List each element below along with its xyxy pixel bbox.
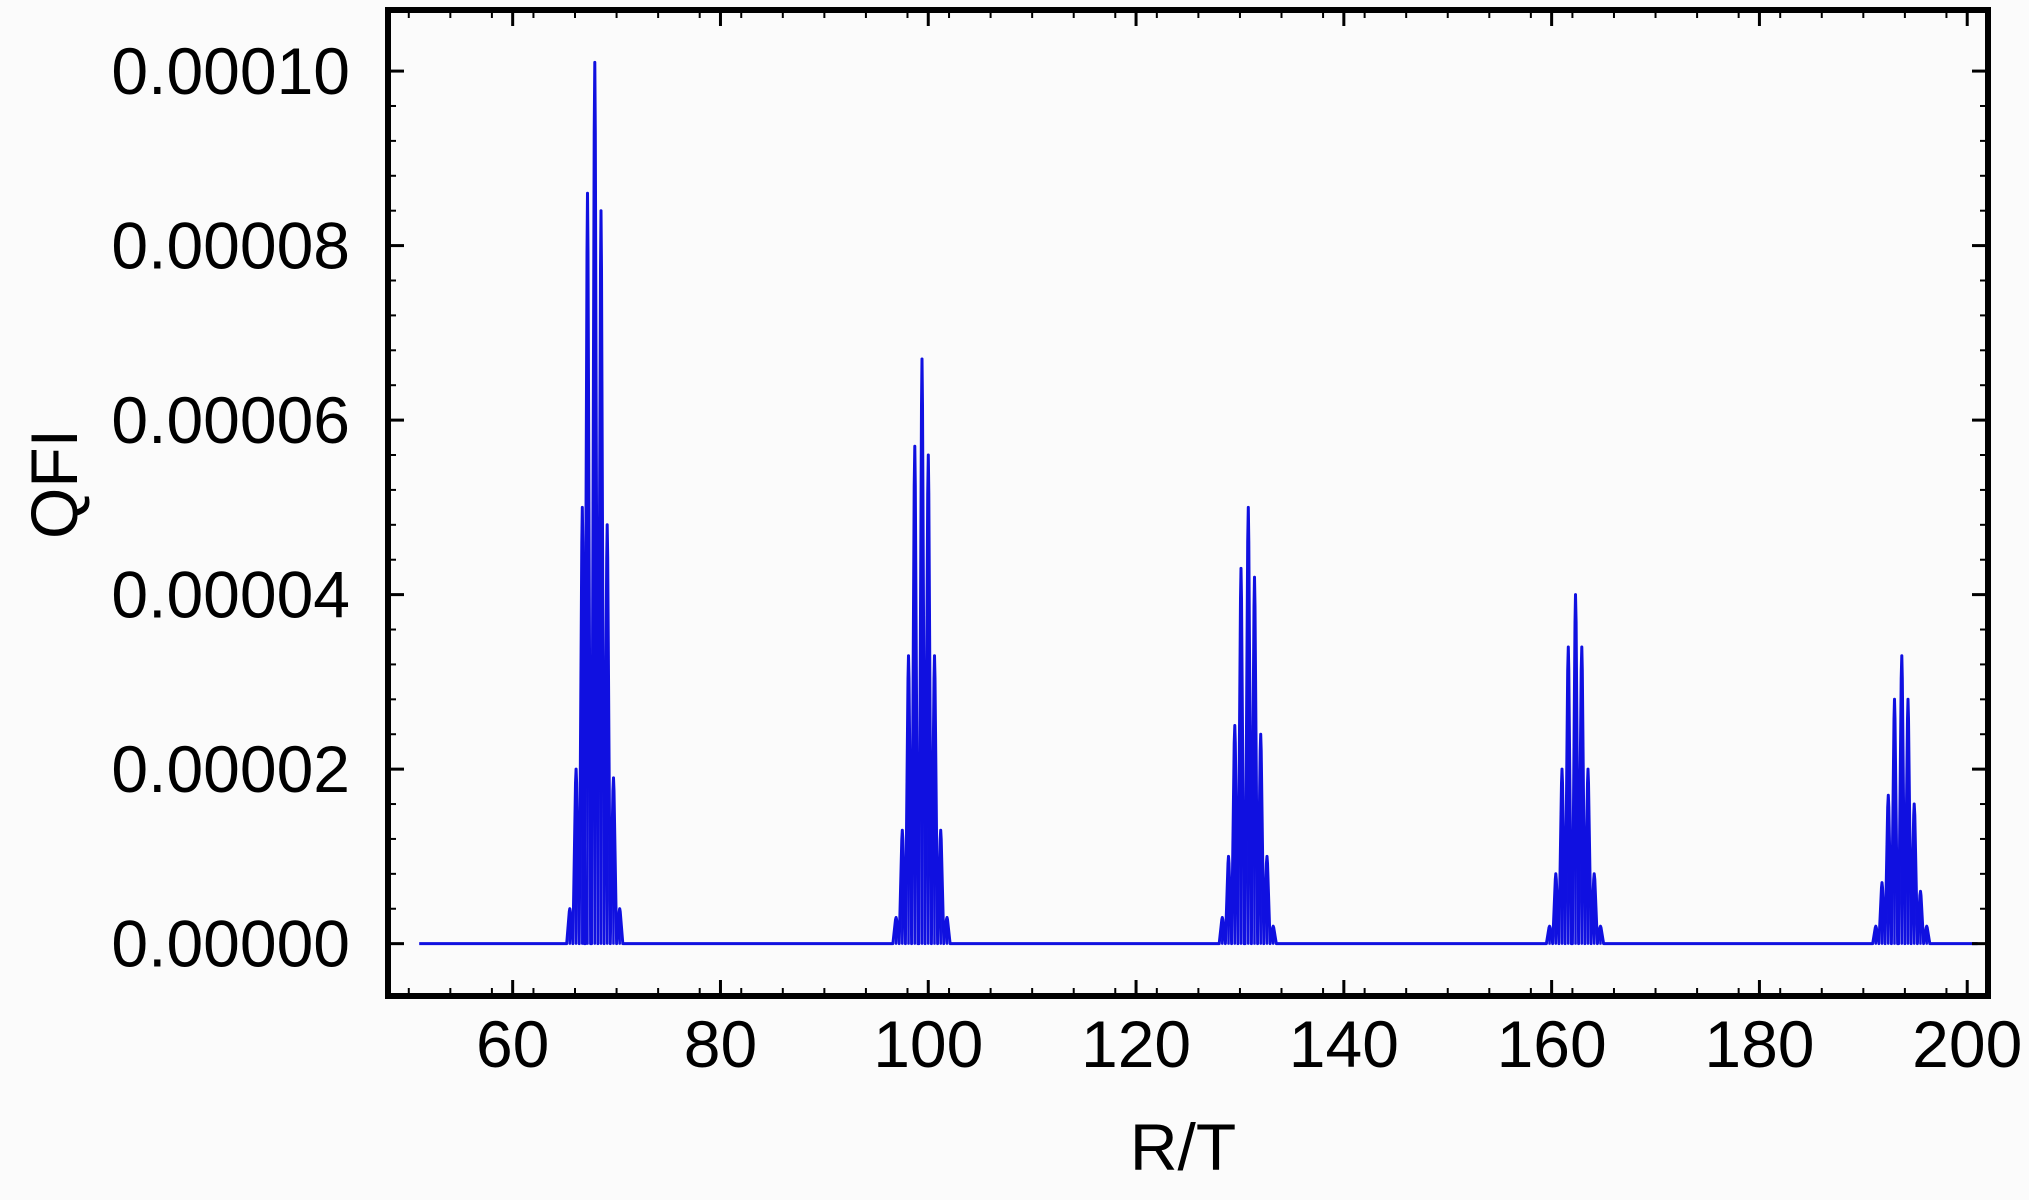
- x-tick-label: 120: [1081, 1007, 1191, 1081]
- y-tick-label: 0.00006: [111, 383, 350, 457]
- tick-labels-layer: 60 80 100 120 140 160 180 200 0.00000 0.00002 0.00…: [111, 34, 2022, 1081]
- x-tick-label: 140: [1289, 1007, 1399, 1081]
- x-tick-label: 80: [684, 1007, 757, 1081]
- x-tick-label: 60: [476, 1007, 549, 1081]
- x-axis-label: R/T: [1130, 1110, 1236, 1184]
- x-tick-label: 200: [1912, 1007, 2022, 1081]
- y-tick-label: 0.00002: [111, 732, 350, 806]
- series-layer: [419, 60, 1978, 946]
- y-axis-label: QFI: [17, 429, 91, 539]
- plot-frame: [385, 7, 1991, 999]
- y-tick-label: 0.00004: [111, 558, 350, 632]
- y-tick-label: 0.00010: [111, 34, 350, 108]
- x-tick-label: 100: [873, 1007, 983, 1081]
- y-tick-label: 0.00000: [111, 907, 350, 981]
- ticks-layer: [388, 10, 1988, 996]
- x-tick-label: 160: [1497, 1007, 1607, 1081]
- x-tick-label: 180: [1704, 1007, 1814, 1081]
- y-tick-label: 0.00008: [111, 209, 350, 283]
